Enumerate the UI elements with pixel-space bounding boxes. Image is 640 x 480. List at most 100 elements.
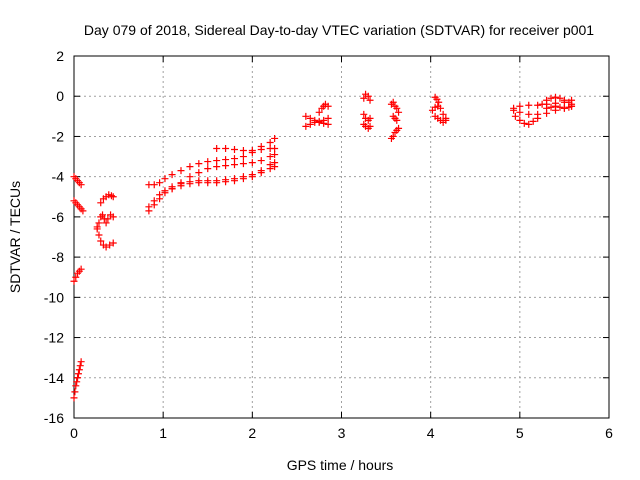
data-point: [75, 366, 83, 374]
data-point: [109, 193, 117, 201]
data-point: [156, 191, 164, 199]
data-point: [186, 163, 194, 171]
data-point: [213, 163, 221, 171]
data-point: [547, 103, 555, 111]
data-point: [534, 114, 542, 122]
x-axis-label: GPS time / hours: [287, 457, 394, 473]
data-point: [231, 155, 238, 163]
data-point: [516, 116, 524, 124]
data-point: [222, 156, 230, 164]
data-point: [534, 101, 542, 109]
data-point: [324, 114, 332, 122]
data-point: [97, 199, 105, 207]
data-point: [109, 239, 117, 247]
data-point: [145, 203, 153, 211]
data-point: [306, 120, 314, 128]
data-point: [99, 211, 107, 219]
data-point: [315, 118, 323, 126]
data-point: [320, 119, 328, 127]
data-point: [177, 167, 185, 175]
data-point: [560, 104, 568, 112]
x-tick-label: 2: [248, 425, 256, 441]
data-point: [543, 104, 551, 112]
data-point: [72, 273, 80, 281]
grid: [74, 56, 609, 418]
x-axis: 0 1 2 3 4 5 6: [70, 56, 613, 441]
data-point: [257, 157, 265, 165]
data-point: [239, 160, 247, 168]
data-point: [266, 153, 274, 161]
data-point: [315, 108, 323, 116]
data-point: [311, 116, 319, 124]
data-point: [239, 147, 247, 155]
data-point: [161, 175, 169, 183]
data-point: [177, 179, 185, 187]
data-points: [70, 90, 576, 402]
data-point: [510, 104, 518, 112]
data-point: [73, 378, 81, 386]
data-point: [538, 100, 546, 108]
data-point: [97, 237, 105, 245]
data-point: [439, 110, 447, 118]
data-point: [360, 110, 368, 118]
data-point: [393, 116, 401, 124]
data-point: [231, 146, 238, 154]
data-point: [324, 120, 332, 128]
data-point: [435, 98, 443, 106]
data-point: [156, 179, 164, 187]
data-point: [364, 92, 372, 100]
data-point: [516, 108, 524, 116]
data-point: [76, 362, 84, 370]
y-tick-label: -4: [52, 169, 65, 185]
data-point: [395, 124, 403, 132]
data-point: [257, 146, 265, 154]
data-point: [302, 122, 310, 130]
data-point: [161, 187, 169, 195]
data-point: [324, 102, 332, 110]
y-tick-label: -8: [52, 249, 65, 265]
data-point: [560, 96, 568, 104]
data-point: [213, 177, 221, 185]
data-point: [366, 96, 374, 104]
data-point: [150, 181, 158, 189]
data-point: [525, 120, 533, 128]
data-point: [71, 388, 79, 396]
x-tick-label: 4: [427, 425, 435, 441]
y-axis-label: SDTVAR / TECUs: [7, 181, 23, 293]
data-point: [568, 102, 576, 110]
data-point: [239, 153, 247, 161]
data-point: [213, 145, 221, 153]
data-point: [248, 147, 256, 155]
data-point: [109, 213, 117, 221]
data-point: [106, 241, 114, 249]
data-point: [168, 171, 176, 179]
data-point: [248, 159, 256, 167]
data-point: [222, 162, 230, 170]
data-point: [525, 101, 533, 109]
y-tick-label: 0: [56, 88, 64, 104]
data-point: [266, 161, 274, 169]
data-point: [74, 374, 82, 382]
y-tick-label: -2: [52, 128, 65, 144]
chart-title: Day 079 of 2018, Sidereal Day-to-day VTE…: [84, 22, 594, 38]
data-point: [93, 225, 101, 233]
data-point: [393, 104, 401, 112]
y-tick-label: -16: [44, 410, 64, 426]
data-point: [442, 116, 450, 124]
data-point: [77, 181, 85, 189]
data-point: [102, 219, 110, 227]
data-point: [104, 215, 112, 223]
data-point: [222, 145, 230, 153]
data-point: [547, 94, 555, 102]
data-point: [77, 358, 85, 366]
x-tick-label: 0: [70, 425, 78, 441]
data-point: [231, 175, 238, 183]
data-point: [271, 134, 279, 142]
data-point: [529, 117, 537, 125]
data-point: [77, 265, 85, 273]
data-point: [552, 102, 559, 110]
data-point: [70, 394, 78, 402]
data-point: [213, 157, 221, 165]
y-tick-label: -6: [52, 209, 65, 225]
data-point: [195, 177, 203, 185]
